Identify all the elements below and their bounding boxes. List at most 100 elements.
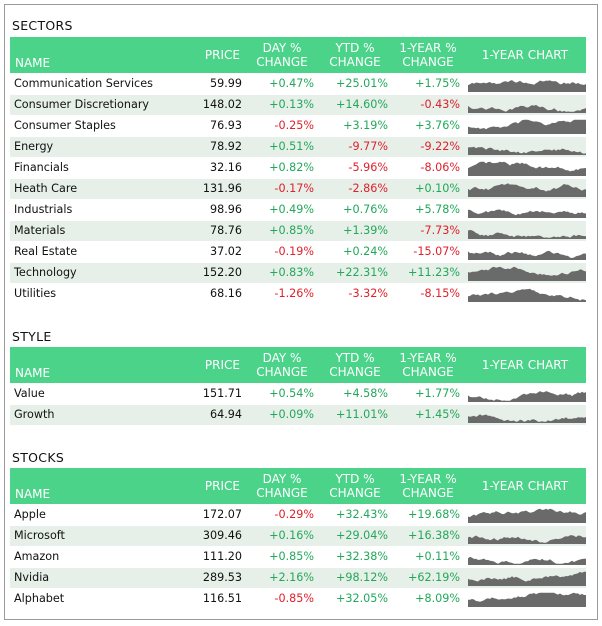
row-price: 151.71: [190, 383, 246, 405]
table-row[interactable]: Value 151.71 +0.54% +4.58% +1.77%: [10, 383, 586, 405]
row-price: 37.02: [190, 241, 246, 263]
table-row[interactable]: Amazon 111.20 +0.85% +32.38% +0.11%: [10, 546, 586, 568]
header-row: NAME PRICE DAY % CHANGE YTD % CHANGE 1-YEAR % C…: [10, 468, 586, 504]
sparkline-chart: [468, 414, 586, 423]
table-row[interactable]: Apple 172.07 -0.29% +32.43% +19.68%: [10, 504, 586, 526]
sparkline-area: [468, 592, 586, 607]
row-ytd-change: +98.12%: [318, 567, 392, 589]
column-header-ytd: YTD % CHANGE: [318, 37, 392, 73]
column-header-name: NAME: [10, 347, 190, 383]
column-header-day-line1: DAY %: [262, 41, 302, 55]
sparkline-chart: [468, 250, 586, 260]
row-day-change: +0.13%: [246, 94, 318, 116]
row-ytd-change: +0.76%: [318, 199, 392, 221]
sparkline-chart: [468, 571, 586, 586]
row-price: 289.53: [190, 567, 246, 589]
section-title-stocks: STOCKS: [12, 450, 65, 465]
row-sparkline-cell: [464, 157, 586, 179]
row-name: Industrials: [10, 199, 190, 221]
row-day-change: +0.16%: [246, 525, 318, 547]
row-name: Consumer Staples: [10, 115, 190, 137]
sparkline-chart: [468, 390, 586, 402]
row-year-change: +11.23%: [392, 262, 464, 284]
table-row[interactable]: Utilities 68.16 -1.26% -3.32% -8.15%: [10, 283, 586, 305]
sparkline-area: [468, 390, 586, 402]
table-row[interactable]: Real Estate 37.02 -0.19% +0.24% -15.07%: [10, 241, 586, 263]
row-ytd-change: +32.43%: [318, 504, 392, 526]
table-row[interactable]: Materials 78.76 +0.85% +1.39% -7.73%: [10, 220, 586, 242]
row-day-change: +0.82%: [246, 157, 318, 179]
row-ytd-change: -2.86%: [318, 178, 392, 200]
sparkline-area: [468, 571, 586, 586]
row-name: Apple: [10, 504, 190, 526]
row-year-change: +0.11%: [392, 546, 464, 568]
table-row[interactable]: Consumer Discretionary 148.02 +0.13% +14.60…: [10, 94, 586, 116]
column-header-year-line2: CHANGE: [402, 55, 454, 69]
row-sparkline-cell: [464, 94, 586, 116]
row-ytd-change: +4.58%: [318, 383, 392, 405]
column-header-year: 1-YEAR % CHANGE: [392, 347, 464, 383]
table-row[interactable]: Financials 32.16 +0.82% -5.96% -8.06%: [10, 157, 586, 179]
row-name: Microsoft: [10, 525, 190, 547]
row-ytd-change: +11.01%: [318, 404, 392, 426]
row-year-change: -8.06%: [392, 157, 464, 179]
sparkline-chart: [468, 146, 586, 155]
table-row[interactable]: Growth 64.94 +0.09% +11.01% +1.45%: [10, 404, 586, 426]
sparkline-chart: [468, 535, 586, 544]
sparkline-chart: [468, 288, 586, 302]
column-header-day-line2: CHANGE: [256, 365, 308, 379]
header-row: NAME PRICE DAY % CHANGE YTD % CHANGE 1-YEAR % C…: [10, 347, 586, 383]
table-row[interactable]: Nvidia 289.53 +2.16% +98.12% +62.19%: [10, 567, 586, 589]
row-sparkline-cell: [464, 283, 586, 305]
row-price: 78.92: [190, 136, 246, 158]
column-header-chart: 1-YEAR CHART: [464, 37, 586, 73]
column-header-name: NAME: [10, 468, 190, 504]
row-day-change: -0.29%: [246, 504, 318, 526]
row-sparkline-cell: [464, 136, 586, 158]
sparkline-area: [468, 414, 586, 423]
row-day-change: -0.85%: [246, 588, 318, 610]
table-row[interactable]: Communication Services 59.99 +0.47% +25.01%…: [10, 73, 586, 95]
table-style: NAME PRICE DAY % CHANGE YTD % CHANGE 1-YEAR % C…: [10, 347, 586, 426]
sparkline-area: [468, 266, 586, 281]
row-ytd-change: -5.96%: [318, 157, 392, 179]
row-year-change: -0.43%: [392, 94, 464, 116]
table-row[interactable]: Industrials 98.96 +0.49% +0.76% +5.78%: [10, 199, 586, 221]
row-sparkline-cell: [464, 383, 586, 405]
row-ytd-change: -9.77%: [318, 136, 392, 158]
row-sparkline-cell: [464, 178, 586, 200]
row-ytd-change: +1.39%: [318, 220, 392, 242]
column-header-ytd-line1: YTD %: [335, 472, 375, 486]
row-sparkline-cell: [464, 199, 586, 221]
column-header-day-line2: CHANGE: [256, 55, 308, 69]
table-row[interactable]: Alphabet 116.51 -0.85% +32.05% +8.09%: [10, 588, 586, 610]
row-day-change: -0.17%: [246, 178, 318, 200]
table-row[interactable]: Consumer Staples 76.93 -0.25% +3.19% +3.76%: [10, 115, 586, 137]
row-day-change: +0.83%: [246, 262, 318, 284]
row-price: 59.99: [190, 73, 246, 95]
row-name: Financials: [10, 157, 190, 179]
sparkline-chart: [468, 266, 586, 281]
row-name: Growth: [10, 404, 190, 426]
table-row[interactable]: Energy 78.92 +0.51% -9.77% -9.22%: [10, 136, 586, 158]
row-price: 131.96: [190, 178, 246, 200]
sparkline-chart: [468, 79, 586, 92]
row-price: 111.20: [190, 546, 246, 568]
row-sparkline-cell: [464, 567, 586, 589]
row-ytd-change: +25.01%: [318, 73, 392, 95]
row-sparkline-cell: [464, 525, 586, 547]
table-row[interactable]: Heath Care 131.96 -0.17% -2.86% +0.10%: [10, 178, 586, 200]
column-header-day-line1: DAY %: [262, 351, 302, 365]
row-ytd-change: +32.05%: [318, 588, 392, 610]
row-price: 309.46: [190, 525, 246, 547]
table-row[interactable]: Microsoft 309.46 +0.16% +29.04% +16.38%: [10, 525, 586, 547]
row-sparkline-cell: [464, 504, 586, 526]
table-row[interactable]: Technology 152.20 +0.83% +22.31% +11.23%: [10, 262, 586, 284]
row-year-change: +0.10%: [392, 178, 464, 200]
row-year-change: +16.38%: [392, 525, 464, 547]
row-day-change: +0.85%: [246, 546, 318, 568]
row-price: 152.20: [190, 262, 246, 284]
row-day-change: -0.25%: [246, 115, 318, 137]
header-row: NAME PRICE DAY % CHANGE YTD % CHANGE 1-YEAR % C…: [10, 37, 586, 73]
row-price: 32.16: [190, 157, 246, 179]
